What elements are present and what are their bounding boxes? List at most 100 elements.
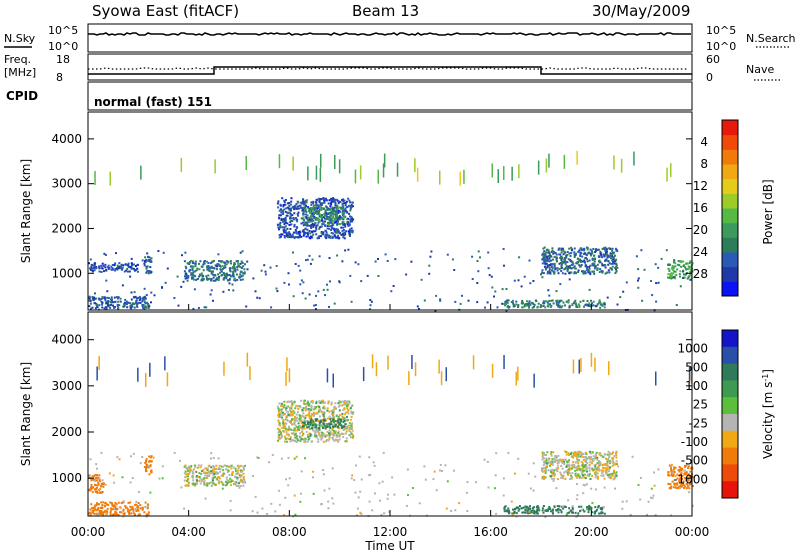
echo-cell — [106, 290, 109, 293]
echo-cell — [280, 233, 283, 236]
echo-cell — [344, 423, 347, 426]
echo-cell — [611, 457, 614, 460]
echo-cell — [524, 505, 527, 508]
echo-cell — [319, 202, 322, 205]
echo-cell — [547, 509, 549, 512]
echo-cell — [233, 265, 236, 268]
echo-cell — [598, 512, 601, 515]
echo-cell — [242, 274, 245, 277]
echo-cell — [391, 476, 394, 479]
colorbar-tick: 500 — [685, 360, 708, 374]
echo-cell — [280, 431, 283, 434]
echo-cell — [282, 422, 285, 425]
echo-cell — [566, 470, 569, 473]
echo-cell — [236, 266, 239, 269]
echo-cell — [210, 279, 212, 282]
echo-cell — [103, 511, 106, 513]
echo-cell — [578, 468, 581, 471]
echo-cell — [583, 249, 586, 252]
echo-cell — [295, 455, 298, 458]
echo-cell — [279, 225, 282, 227]
echo-cell — [277, 408, 280, 411]
echo-cell — [201, 470, 204, 472]
echo-cell — [296, 213, 299, 216]
echo-cell — [310, 212, 313, 215]
echo-cell — [320, 216, 323, 219]
echo-cell — [199, 482, 202, 485]
echo-cell — [555, 260, 558, 263]
echo-cell — [586, 260, 589, 263]
echo-cell — [328, 223, 330, 226]
nave-rtick-top: 60 — [706, 53, 720, 66]
echo-cell — [368, 456, 371, 459]
echo-cell — [281, 226, 284, 229]
echo-cell — [128, 511, 130, 514]
echo-cell — [206, 474, 209, 477]
echo-cell — [315, 429, 317, 432]
echo-cell — [315, 206, 318, 209]
echo-cell — [290, 223, 293, 226]
echo-cell — [143, 296, 146, 299]
echo-cell — [129, 481, 132, 484]
echo-cell — [284, 412, 286, 415]
echo-cell — [293, 427, 296, 430]
echo-cell — [536, 508, 539, 511]
echo-cell — [508, 511, 511, 514]
echo-cell — [289, 221, 292, 224]
echo-cell — [285, 431, 288, 434]
echo-cell — [320, 401, 323, 404]
echo-cell — [558, 253, 561, 256]
echo-cell — [591, 451, 594, 454]
echo-cell — [296, 429, 299, 432]
echo-cell — [122, 264, 125, 267]
echo-cell — [544, 260, 547, 263]
echo-cell — [285, 415, 288, 418]
echo-cell — [536, 305, 539, 308]
echo-cell — [589, 271, 592, 274]
echo-cell — [284, 437, 287, 440]
echo-cell — [321, 427, 324, 429]
echo-cell — [565, 453, 568, 456]
xaxis-label: Time UT — [364, 539, 415, 553]
echo-cell — [541, 467, 544, 470]
echo-cell — [583, 259, 586, 262]
echo-cell — [297, 428, 300, 431]
echo-cell — [317, 290, 320, 293]
echo-cell — [565, 300, 568, 303]
echo-cell — [208, 464, 211, 467]
nave-label: Nave — [746, 63, 774, 76]
echo-cell — [126, 268, 129, 270]
echo-cell — [119, 300, 122, 303]
echo-cell — [149, 491, 152, 494]
echo-cell — [523, 305, 526, 308]
echo-cell — [291, 236, 294, 238]
echo-cell — [342, 236, 345, 239]
echo-cell — [351, 433, 354, 436]
echo-cell — [337, 231, 340, 234]
echo-cell — [325, 199, 328, 201]
echo-cell — [484, 306, 486, 309]
echo-cell — [225, 277, 228, 280]
echo-cell — [506, 299, 508, 302]
echo-cell — [341, 212, 344, 215]
echo-cell — [239, 469, 242, 472]
echo-cell — [338, 280, 341, 283]
echo-cell — [685, 462, 688, 465]
echo-cell — [546, 305, 549, 307]
echo-cell — [545, 454, 548, 456]
echo-cell — [210, 289, 213, 292]
echo-cell — [583, 473, 586, 476]
echo-cell — [329, 236, 332, 239]
echo-cell — [532, 511, 535, 514]
echo-cell — [205, 275, 208, 278]
echo-cell — [284, 203, 287, 206]
echo-cell — [611, 472, 614, 475]
echo-cell — [135, 510, 138, 512]
echo-cell — [109, 510, 112, 513]
echo-cell — [304, 227, 307, 230]
echo-cell — [348, 223, 351, 226]
echo-cell — [596, 249, 599, 251]
echo-cell — [201, 265, 204, 268]
echo-cell — [589, 450, 591, 453]
echo-cell — [604, 266, 607, 269]
